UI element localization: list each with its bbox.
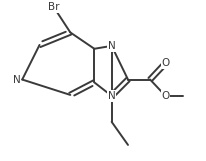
Text: O: O (161, 58, 170, 68)
Text: N: N (13, 75, 20, 85)
Text: N: N (108, 91, 116, 101)
Text: O: O (161, 91, 170, 101)
Text: N: N (108, 41, 116, 51)
Text: Br: Br (48, 2, 60, 12)
